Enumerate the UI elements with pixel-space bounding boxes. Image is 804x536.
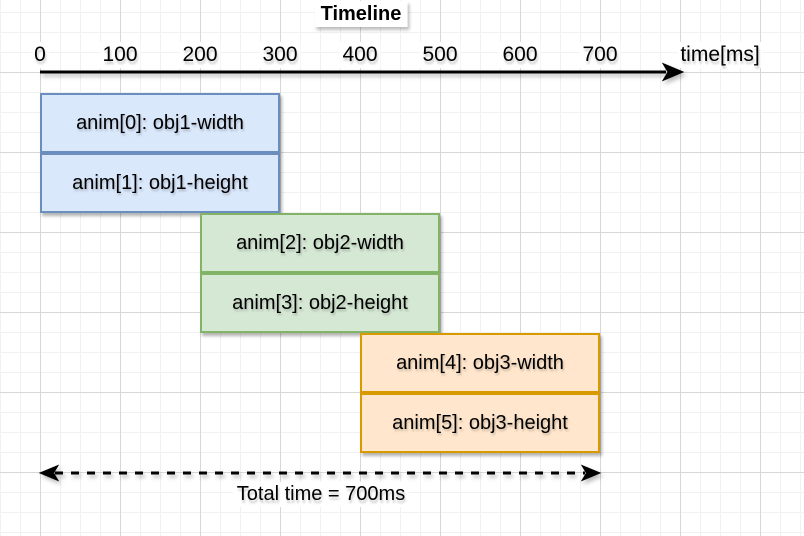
axis-tick-700: 700 <box>579 42 621 68</box>
anim-box-1-obj1-height: anim[1]: obj1-height <box>40 153 280 213</box>
axis-tick-0: 0 <box>31 42 49 68</box>
total-time-label: Total time = 700ms <box>232 482 410 507</box>
diagram-title: Timeline <box>314 1 408 27</box>
axis-tick-400: 400 <box>339 42 381 68</box>
axis-tick-100: 100 <box>99 42 141 68</box>
axis-tick-300: 300 <box>259 42 301 68</box>
axis-tick-600: 600 <box>499 42 541 68</box>
axis-tick-500: 500 <box>419 42 461 68</box>
axis-tick-200: 200 <box>179 42 221 68</box>
anim-box-0-obj1-width: anim[0]: obj1-width <box>40 93 280 153</box>
anim-box-3-obj2-height: anim[3]: obj2-height <box>200 273 440 333</box>
anim-box-5-obj3-height: anim[5]: obj3-height <box>360 393 600 453</box>
total-time-arrow <box>38 464 602 482</box>
axis-unit-label: time[ms] <box>677 42 763 68</box>
anim-box-4-obj3-width: anim[4]: obj3-width <box>360 333 600 393</box>
anim-box-2-obj2-width: anim[2]: obj2-width <box>200 213 440 273</box>
